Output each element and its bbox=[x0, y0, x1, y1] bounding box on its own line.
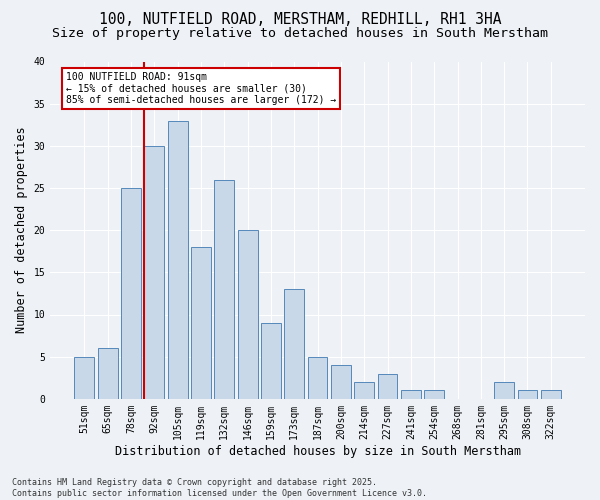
Bar bbox=[284, 289, 304, 399]
Bar bbox=[74, 356, 94, 399]
Bar bbox=[518, 390, 538, 399]
Bar bbox=[541, 390, 560, 399]
Bar bbox=[168, 120, 188, 399]
Text: Contains HM Land Registry data © Crown copyright and database right 2025.
Contai: Contains HM Land Registry data © Crown c… bbox=[12, 478, 427, 498]
Text: 100, NUTFIELD ROAD, MERSTHAM, REDHILL, RH1 3HA: 100, NUTFIELD ROAD, MERSTHAM, REDHILL, R… bbox=[99, 12, 501, 28]
X-axis label: Distribution of detached houses by size in South Merstham: Distribution of detached houses by size … bbox=[115, 444, 521, 458]
Bar bbox=[355, 382, 374, 399]
Bar bbox=[98, 348, 118, 399]
Bar bbox=[494, 382, 514, 399]
Text: Size of property relative to detached houses in South Merstham: Size of property relative to detached ho… bbox=[52, 28, 548, 40]
Bar bbox=[424, 390, 444, 399]
Y-axis label: Number of detached properties: Number of detached properties bbox=[15, 127, 28, 334]
Bar bbox=[191, 247, 211, 399]
Bar bbox=[331, 365, 351, 399]
Bar bbox=[121, 188, 141, 399]
Bar bbox=[308, 356, 328, 399]
Bar bbox=[401, 390, 421, 399]
Bar bbox=[145, 146, 164, 399]
Bar bbox=[261, 323, 281, 399]
Text: 100 NUTFIELD ROAD: 91sqm
← 15% of detached houses are smaller (30)
85% of semi-d: 100 NUTFIELD ROAD: 91sqm ← 15% of detach… bbox=[66, 72, 337, 105]
Bar bbox=[377, 374, 397, 399]
Bar bbox=[214, 180, 234, 399]
Bar bbox=[238, 230, 257, 399]
